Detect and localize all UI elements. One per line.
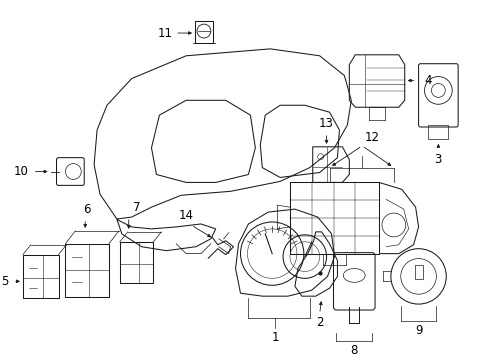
Text: 7: 7 bbox=[133, 201, 141, 213]
Bar bbox=[428, 125, 448, 139]
Text: 10: 10 bbox=[14, 165, 28, 178]
Text: 12: 12 bbox=[365, 131, 380, 144]
Text: 9: 9 bbox=[415, 324, 422, 337]
Text: 11: 11 bbox=[158, 27, 173, 40]
Text: 2: 2 bbox=[316, 316, 323, 329]
Text: 1: 1 bbox=[271, 331, 279, 344]
Text: 5: 5 bbox=[1, 275, 9, 288]
Bar bbox=[120, 242, 153, 283]
Text: 4: 4 bbox=[425, 74, 432, 87]
Bar bbox=[23, 255, 58, 298]
Text: 3: 3 bbox=[435, 153, 442, 166]
Text: 8: 8 bbox=[350, 344, 358, 357]
Text: 13: 13 bbox=[319, 117, 334, 130]
Bar bbox=[290, 183, 379, 254]
Bar bbox=[415, 265, 422, 279]
Bar bbox=[195, 21, 213, 43]
Text: 6: 6 bbox=[83, 203, 91, 216]
Bar bbox=[66, 244, 109, 297]
Text: 14: 14 bbox=[179, 208, 194, 221]
